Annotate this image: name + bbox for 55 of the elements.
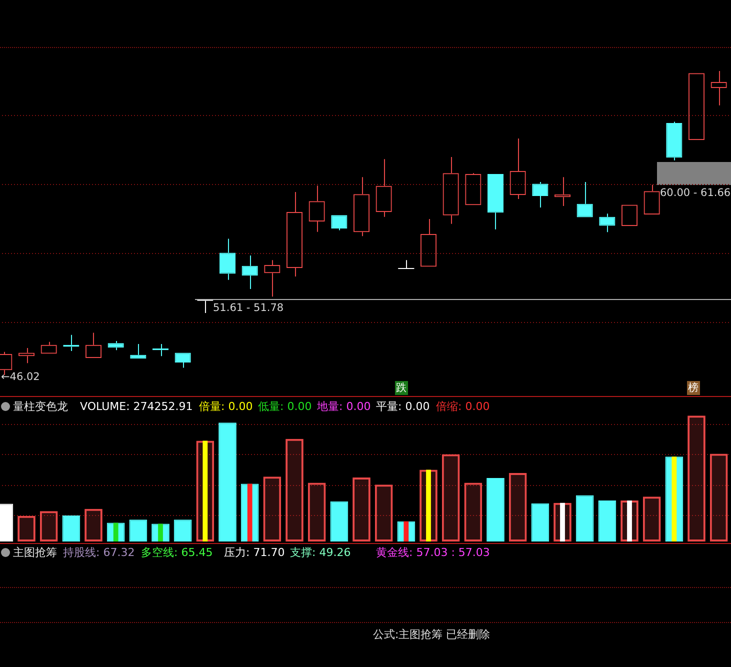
bar	[308, 482, 326, 542]
bar	[374, 484, 393, 542]
text: 榜	[687, 381, 700, 395]
annotation: 60.00 - 61.66	[659, 186, 731, 200]
text: 跌	[395, 381, 408, 395]
candlestick	[487, 174, 504, 230]
text: 公式:主图抢筹 已经删除	[373, 628, 490, 642]
bar	[18, 516, 36, 542]
bar	[486, 478, 504, 542]
candlestick	[666, 121, 682, 161]
text: 低量: 0.00	[258, 400, 312, 414]
bar	[352, 478, 370, 542]
bar	[531, 503, 550, 542]
bar	[113, 522, 118, 542]
bar	[672, 456, 677, 542]
bar	[442, 454, 460, 542]
bar	[247, 484, 252, 542]
annotation: 51.61 - 51.78	[212, 301, 285, 315]
text: 倍量: 0.00	[199, 400, 253, 414]
bar	[464, 482, 482, 542]
bar	[404, 521, 409, 542]
bar	[129, 520, 148, 542]
candlestick	[152, 343, 169, 357]
bar	[710, 454, 728, 542]
candlestick	[219, 238, 236, 280]
candlestick	[130, 343, 146, 359]
bar	[218, 422, 236, 542]
bar	[40, 511, 58, 542]
text: 支撑: 49.26	[290, 546, 351, 560]
bar	[174, 520, 192, 542]
text: VOLUME: 274252.91	[80, 400, 193, 414]
chart-title: 量柱变色龙	[13, 400, 68, 414]
bar	[263, 476, 282, 542]
text: 压力: 71.70	[224, 546, 285, 560]
bar	[84, 508, 102, 542]
text: 黄金线: 57.03 : 57.03	[376, 546, 490, 560]
text: 倍缩: 0.00	[436, 400, 490, 414]
annotation: ←46.02	[0, 370, 41, 384]
bar	[688, 416, 706, 542]
text: 地量: 0.00	[317, 400, 371, 414]
bar	[508, 473, 527, 542]
text: 主图抢筹	[13, 546, 57, 560]
bar	[598, 500, 616, 542]
bar	[286, 438, 304, 542]
bar	[158, 524, 163, 542]
candlestick	[108, 340, 124, 351]
bar	[330, 501, 348, 542]
candlestick	[398, 260, 415, 269]
bar	[642, 496, 661, 542]
bar	[576, 495, 594, 542]
text: 平量: 0.00	[376, 400, 430, 414]
bar	[62, 515, 80, 542]
text: 多空线: 65.45	[141, 546, 213, 560]
candlestick	[599, 213, 616, 233]
text: 持股线: 67.32	[63, 546, 135, 560]
